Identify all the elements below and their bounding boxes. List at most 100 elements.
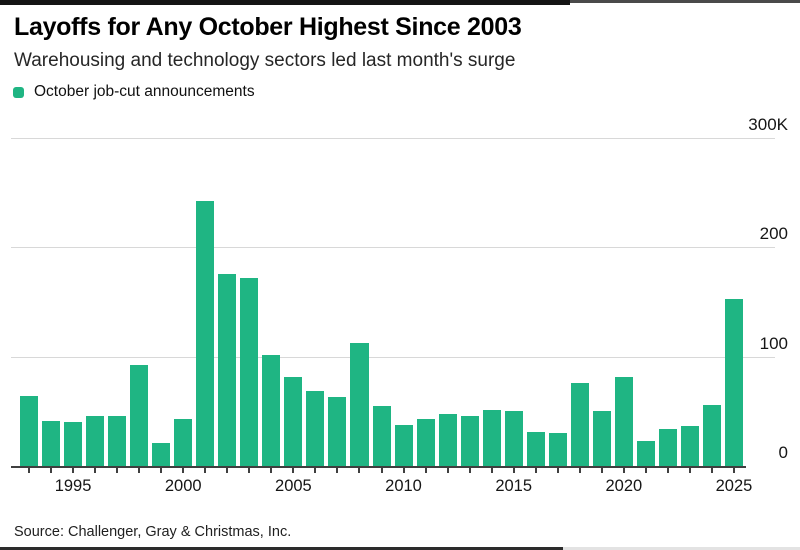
gridline <box>11 138 775 139</box>
axis-tick <box>446 468 449 473</box>
axis-tick <box>380 468 383 473</box>
tick-cell <box>659 468 677 473</box>
axis-tick <box>402 468 405 473</box>
axis-tick <box>94 468 97 473</box>
tick-cell <box>637 468 655 473</box>
bar-2008 <box>350 342 369 466</box>
gridline <box>11 247 775 249</box>
bar-2004 <box>262 354 281 466</box>
y-axis-tick-label: 200 <box>759 224 788 244</box>
bar-2024 <box>702 404 721 466</box>
bar-2020 <box>614 377 633 466</box>
bar-2025 <box>725 298 744 466</box>
tick-cell <box>108 468 126 473</box>
bar-2006 <box>306 390 325 466</box>
axis-tick <box>292 468 295 473</box>
bar-2021 <box>636 440 655 466</box>
tick-cell <box>373 468 391 473</box>
chart-subtitle: Warehousing and technology sectors led l… <box>14 50 516 71</box>
top-progress-fill <box>0 0 570 5</box>
tick-cell <box>196 468 214 473</box>
bar-2007 <box>328 397 347 466</box>
bar-1999 <box>152 443 171 466</box>
x-axis-tick-label: 2010 <box>385 477 422 495</box>
tick-cell <box>152 468 170 473</box>
tick-cell <box>218 468 236 473</box>
bar-2014 <box>482 410 501 466</box>
tick-cell <box>130 468 148 473</box>
gridline <box>11 356 775 358</box>
bar-1994 <box>42 421 61 466</box>
x-axis-tick-label: 1995 <box>54 477 92 495</box>
tick-cell <box>681 468 699 473</box>
source-line: Source: Challenger, Gray & Christmas, In… <box>14 524 292 540</box>
axis-tick <box>270 468 273 473</box>
bar-2000 <box>174 419 193 466</box>
tick-cell <box>262 468 280 473</box>
axis-tick <box>468 468 471 473</box>
tick-cell <box>240 468 258 473</box>
y-axis-tick-label: 0 <box>778 443 788 462</box>
bar-2016 <box>526 432 545 466</box>
bar-2017 <box>548 433 567 466</box>
bar-2003 <box>240 277 259 466</box>
tick-cell <box>395 468 413 473</box>
axis-tick <box>138 468 141 473</box>
bar-1993 <box>20 396 39 466</box>
bottom-progress-fill <box>0 547 563 550</box>
axis-tick <box>226 468 229 473</box>
tick-cell <box>615 468 633 473</box>
legend-label: October job-cut announcements <box>34 83 255 100</box>
tick-cell <box>20 468 38 473</box>
tick-cell <box>461 468 479 473</box>
axis-tick <box>490 468 493 473</box>
axis-tick <box>314 468 317 473</box>
tick-cell <box>350 468 368 473</box>
tick-cell <box>174 468 192 473</box>
axis-tick <box>28 468 31 473</box>
tick-cell <box>527 468 545 473</box>
tick-cell <box>328 468 346 473</box>
axis-tick <box>336 468 339 473</box>
axis-tick <box>512 468 515 473</box>
tick-cell <box>505 468 523 473</box>
bar-1997 <box>108 415 127 466</box>
bar-2005 <box>284 377 303 466</box>
bar-2015 <box>504 411 523 466</box>
bar-1995 <box>64 422 83 466</box>
bar-2019 <box>592 411 611 466</box>
bar-1996 <box>86 415 105 466</box>
bar-2009 <box>372 405 391 466</box>
bar-2011 <box>416 419 435 466</box>
bar-2022 <box>658 428 677 466</box>
axis-tick <box>556 468 559 473</box>
bar-2002 <box>218 273 237 466</box>
x-axis-ticks <box>20 468 743 473</box>
axis-tick <box>204 468 207 473</box>
axis-tick <box>644 468 647 473</box>
bar-series <box>20 138 744 466</box>
x-axis-tick-label: 2005 <box>275 477 312 495</box>
legend-swatch-icon <box>13 86 24 98</box>
tick-cell <box>593 468 611 473</box>
x-axis-tick-label: 2015 <box>495 477 533 495</box>
axis-tick <box>50 468 53 473</box>
legend: October job-cut announcements <box>13 83 255 101</box>
tick-cell <box>284 468 302 473</box>
axis-tick <box>733 468 736 473</box>
axis-tick <box>358 468 361 473</box>
bar-1998 <box>130 365 149 466</box>
axis-tick <box>710 468 713 473</box>
axis-tick <box>688 468 691 473</box>
tick-cell <box>549 468 567 473</box>
axis-tick <box>72 468 75 473</box>
axis-tick <box>182 468 185 473</box>
tick-cell <box>64 468 82 473</box>
y-axis-tick-label: 300K <box>748 115 788 134</box>
bar-2001 <box>196 201 215 466</box>
bar-2010 <box>394 424 413 466</box>
tick-cell <box>42 468 60 473</box>
tick-cell <box>439 468 457 473</box>
tick-cell <box>306 468 324 473</box>
